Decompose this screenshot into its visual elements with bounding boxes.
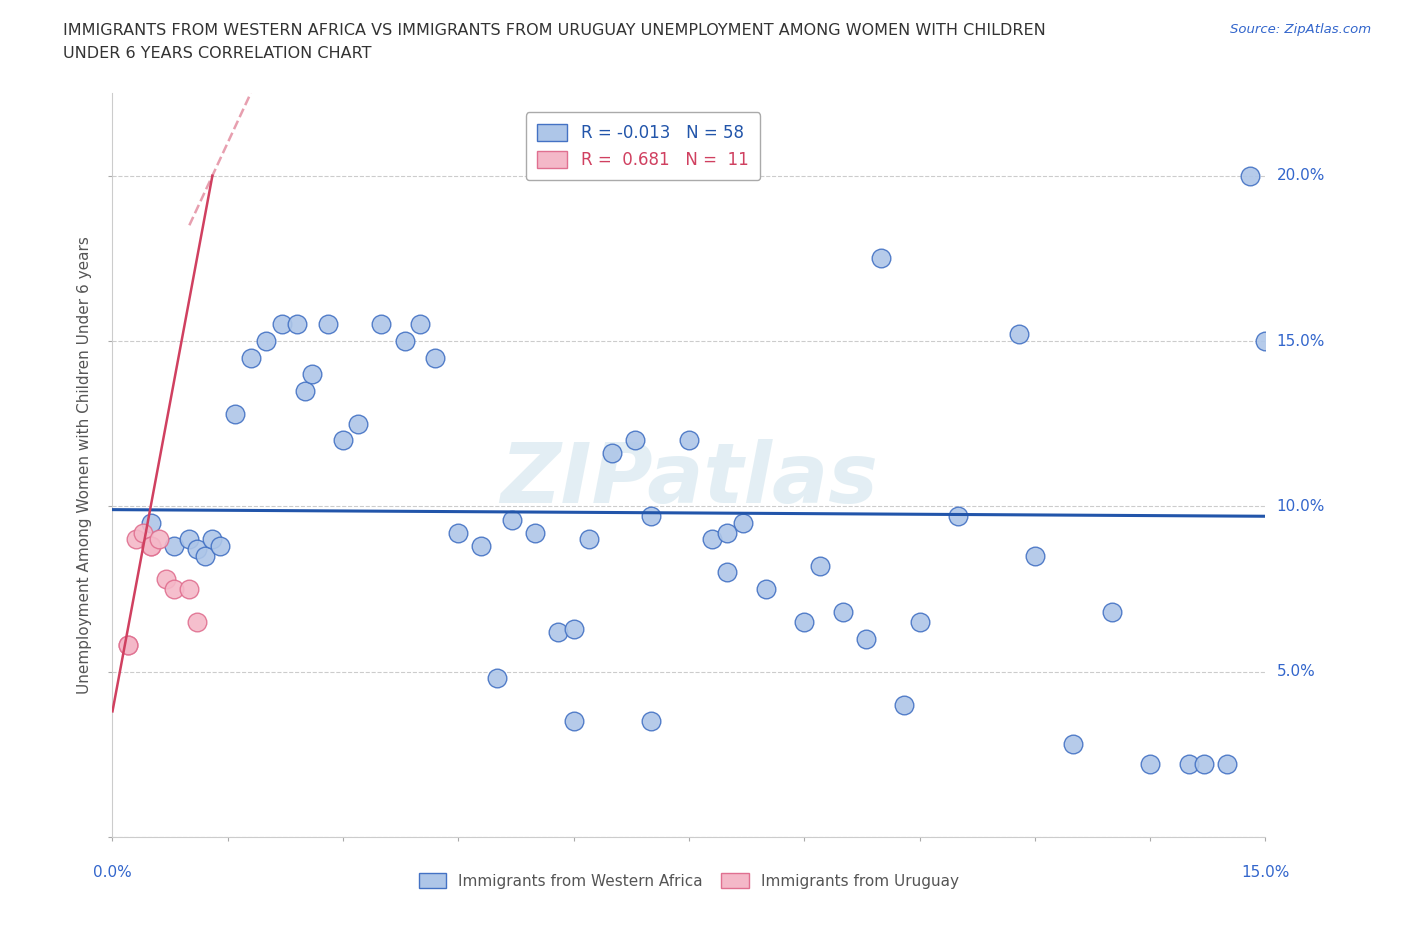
Point — [132, 525, 155, 540]
Point — [285, 317, 308, 332]
Y-axis label: Unemployment Among Women with Children Under 6 years: Unemployment Among Women with Children U… — [77, 236, 93, 694]
Point — [370, 317, 392, 332]
Point — [1062, 737, 1084, 751]
Point — [1101, 604, 1123, 619]
Point — [562, 621, 585, 636]
Point — [1024, 549, 1046, 564]
Point — [640, 509, 662, 524]
Point — [600, 446, 623, 461]
Text: 0.0%: 0.0% — [93, 865, 132, 880]
Point — [755, 581, 778, 596]
Point — [117, 638, 139, 653]
Point — [524, 525, 547, 540]
Point — [239, 350, 262, 365]
Point — [194, 549, 217, 564]
Point — [139, 538, 162, 553]
Point — [470, 538, 492, 553]
Point — [855, 631, 877, 646]
Point — [209, 538, 232, 553]
Point — [893, 698, 915, 712]
Point — [678, 432, 700, 447]
Point — [1008, 327, 1031, 342]
Point — [808, 558, 831, 573]
Point — [640, 714, 662, 729]
Text: 15.0%: 15.0% — [1241, 865, 1289, 880]
Point — [270, 317, 292, 332]
Point — [155, 572, 177, 587]
Point — [578, 532, 600, 547]
Text: Source: ZipAtlas.com: Source: ZipAtlas.com — [1230, 23, 1371, 36]
Point — [1216, 757, 1239, 772]
Point — [425, 350, 447, 365]
Legend: Immigrants from Western Africa, Immigrants from Uruguay: Immigrants from Western Africa, Immigran… — [411, 866, 967, 897]
Point — [148, 532, 170, 547]
Text: UNDER 6 YEARS CORRELATION CHART: UNDER 6 YEARS CORRELATION CHART — [63, 46, 371, 61]
Point — [332, 432, 354, 447]
Point — [1177, 757, 1199, 772]
Text: 5.0%: 5.0% — [1277, 664, 1315, 679]
Point — [163, 581, 186, 596]
Point — [946, 509, 969, 524]
Text: 15.0%: 15.0% — [1277, 334, 1324, 349]
Point — [716, 525, 738, 540]
Point — [409, 317, 432, 332]
Point — [547, 625, 569, 640]
Point — [186, 542, 208, 557]
Point — [254, 334, 277, 349]
Point — [1192, 757, 1215, 772]
Point — [485, 671, 508, 685]
Point — [831, 604, 853, 619]
Point — [624, 432, 647, 447]
Point — [163, 538, 186, 553]
Point — [700, 532, 723, 547]
Point — [179, 532, 201, 547]
Point — [501, 512, 523, 527]
Point — [908, 615, 931, 630]
Point — [124, 532, 146, 547]
Point — [117, 638, 139, 653]
Point — [139, 515, 162, 530]
Point — [793, 615, 815, 630]
Point — [447, 525, 470, 540]
Point — [316, 317, 339, 332]
Text: 20.0%: 20.0% — [1277, 168, 1324, 183]
Text: ZIPatlas: ZIPatlas — [501, 439, 877, 521]
Point — [179, 581, 201, 596]
Point — [1239, 168, 1261, 183]
Point — [347, 417, 370, 432]
Text: IMMIGRANTS FROM WESTERN AFRICA VS IMMIGRANTS FROM URUGUAY UNEMPLOYMENT AMONG WOM: IMMIGRANTS FROM WESTERN AFRICA VS IMMIGR… — [63, 23, 1046, 38]
Point — [562, 714, 585, 729]
Point — [870, 251, 893, 266]
Point — [201, 532, 224, 547]
Point — [1139, 757, 1161, 772]
Text: 10.0%: 10.0% — [1277, 498, 1324, 514]
Point — [731, 515, 754, 530]
Point — [716, 565, 738, 580]
Point — [301, 366, 323, 381]
Point — [1254, 334, 1277, 349]
Point — [294, 383, 316, 398]
Point — [394, 334, 416, 349]
Point — [224, 406, 246, 421]
Point — [139, 538, 162, 553]
Point — [186, 615, 208, 630]
